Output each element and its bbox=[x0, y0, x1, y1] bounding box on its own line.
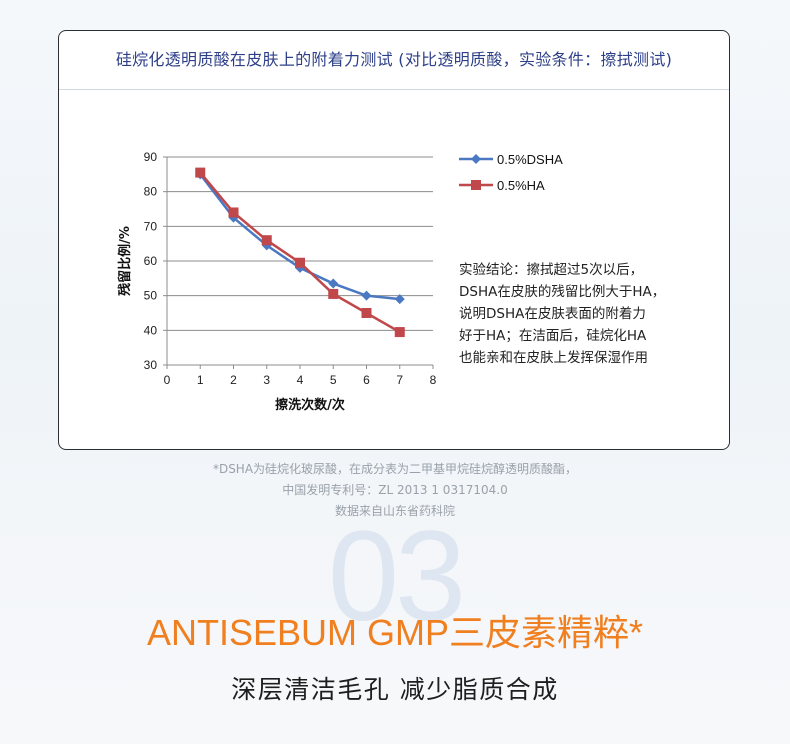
x-tick-label: 6 bbox=[363, 373, 370, 387]
footnote-line: *DSHA为硅烷化玻尿酸，在成分表为二甲基甲烷硅烷醇透明质酸酯， bbox=[212, 462, 578, 476]
section-number: 03 bbox=[327, 505, 466, 648]
x-tick-label: 7 bbox=[396, 373, 403, 387]
x-tick-label: 8 bbox=[430, 373, 437, 387]
y-tick-label: 60 bbox=[144, 254, 158, 268]
data-point bbox=[361, 290, 372, 301]
y-tick-label: 30 bbox=[144, 358, 158, 372]
y-tick-label: 90 bbox=[144, 150, 158, 164]
experiment-conclusion: 实验结论：擦拭超过5次以后， DSHA在皮肤的残留比例大于HA， 说明DSHA在… bbox=[459, 259, 689, 369]
y-axis-label: 残留比例/% bbox=[117, 226, 133, 296]
conclusion-line: DSHA在皮肤的残留比例大于HA， bbox=[459, 284, 666, 300]
footnote-line: 中国发明专利号：ZL 2013 1 0317104.0 bbox=[282, 483, 508, 497]
conclusion-line: 也能亲和在皮肤上发挥保湿作用 bbox=[459, 350, 648, 366]
y-tick-label: 50 bbox=[144, 289, 158, 303]
data-point bbox=[394, 294, 405, 305]
conclusion-line: 实验结论：擦拭超过5次以后， bbox=[459, 262, 644, 278]
data-point bbox=[261, 235, 272, 246]
series-line-dsha bbox=[199, 173, 400, 301]
data-point bbox=[295, 257, 305, 268]
x-tick-label: 5 bbox=[330, 373, 337, 387]
data-point bbox=[394, 327, 405, 338]
data-point bbox=[328, 288, 339, 299]
y-tick-label: 70 bbox=[144, 219, 158, 233]
x-tick-label: 2 bbox=[230, 373, 237, 387]
x-tick-label: 1 bbox=[197, 373, 204, 387]
footnote-line: 数据来自山东省药科院 bbox=[334, 504, 455, 518]
data-point bbox=[228, 207, 239, 218]
chart-card: 硅烷化透明质酸在皮肤上的附着力测试 (对比透明质酸，实验条件：擦拭测试) 30 4… bbox=[58, 30, 730, 450]
section-headline: ANTISEBUM GMP三皮素精粹* bbox=[146, 612, 644, 653]
y-tick-label: 40 bbox=[144, 323, 158, 337]
data-point bbox=[328, 278, 339, 289]
data-point bbox=[195, 167, 206, 178]
legend-marker bbox=[471, 180, 481, 190]
conclusion-line: 说明DSHA在皮肤表面的附着力 bbox=[459, 306, 646, 322]
x-tick-label: 4 bbox=[297, 373, 304, 387]
x-tick-label: 0 bbox=[164, 373, 171, 387]
adhesion-line-chart: 30 40 50 60 70 80 90 0 1 2 3 4 5 6 7 8 擦洗次数/次 残留比例/% 0.5%D… bbox=[117, 150, 563, 413]
legend-marker bbox=[471, 154, 481, 164]
section-subline: 深层清洁毛孔 减少脂质合成 bbox=[231, 675, 559, 704]
x-axis-label: 擦洗次数/次 bbox=[275, 397, 345, 413]
chart-card-title: 硅烷化透明质酸在皮肤上的附着力测试 (对比透明质酸，实验条件：擦拭测试) bbox=[59, 31, 729, 90]
conclusion-line: 好于HA；在洁面后，硅烷化HA bbox=[459, 328, 647, 344]
data-point bbox=[361, 308, 372, 318]
x-tick-label: 3 bbox=[263, 373, 270, 387]
y-tick-label: 80 bbox=[144, 185, 158, 199]
legend-label: 0.5%HA bbox=[497, 178, 545, 193]
footnotes: *DSHA为硅烷化玻尿酸，在成分表为二甲基甲烷硅烷醇透明质酸酯， 中国发明专利号… bbox=[0, 459, 790, 522]
legend-label: 0.5%DSHA bbox=[497, 152, 563, 167]
